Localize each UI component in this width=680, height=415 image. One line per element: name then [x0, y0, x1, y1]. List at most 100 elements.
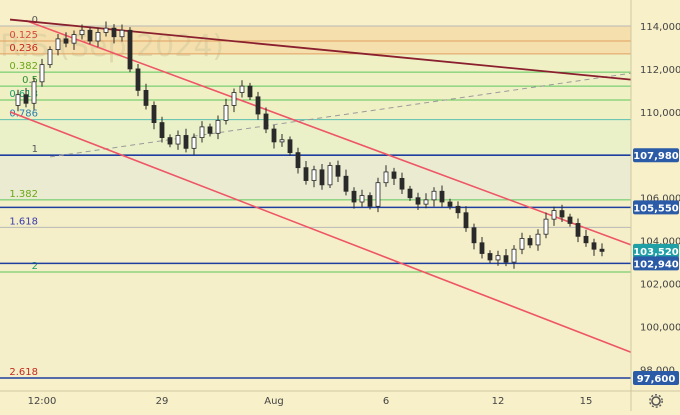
candle-body: [199, 126, 205, 139]
candle-body: [399, 177, 405, 190]
y-tick-label: 114,000: [640, 22, 680, 33]
candle-body: [23, 94, 29, 104]
candle-body: [543, 218, 549, 235]
price-badge-bg: [633, 148, 679, 163]
price-badge: 107,980: [633, 148, 679, 163]
candle-body: [111, 27, 117, 38]
candle-body: [551, 210, 557, 220]
candle-body: [535, 233, 541, 246]
x-tick-label: 12: [492, 396, 505, 407]
candle: [599, 243, 605, 257]
y-tick-label: 102,000: [640, 280, 680, 291]
candle: [223, 98, 229, 125]
candle: [359, 189, 365, 207]
candle-body: [95, 32, 101, 42]
candle-body: [335, 165, 341, 177]
gear-icon[interactable]: [649, 394, 663, 408]
candle: [111, 24, 117, 44]
candle: [271, 124, 277, 149]
candle: [159, 116, 165, 143]
candle-body: [271, 128, 277, 143]
x-tick-label: 15: [580, 396, 593, 407]
price-badge-bg: [633, 371, 679, 385]
candle-body: [183, 135, 189, 149]
candle-body: [167, 137, 173, 145]
candle: [407, 185, 413, 201]
fib-level-label: 1: [32, 144, 38, 155]
gear-teeth: [649, 394, 663, 408]
candle: [71, 30, 77, 50]
candle-body: [207, 126, 213, 134]
candle: [503, 249, 509, 267]
candle: [295, 147, 301, 174]
candle: [303, 161, 309, 185]
price-badge-bg: [633, 256, 679, 271]
candle: [591, 238, 597, 256]
candle: [519, 232, 525, 255]
candle: [327, 162, 333, 189]
x-tick-label: 6: [383, 396, 389, 407]
price-badge-label: 103,520: [633, 247, 679, 258]
candle: [543, 212, 549, 239]
candle-body: [55, 38, 61, 51]
candle-body: [119, 29, 125, 38]
candle-body: [359, 195, 365, 203]
dashed-trend-line[interactable]: [49, 72, 632, 158]
candle-body: [431, 190, 437, 201]
candle: [87, 27, 93, 45]
candle-body: [127, 29, 133, 70]
candle: [247, 82, 253, 101]
candle-body: [71, 34, 77, 44]
candle: [495, 250, 501, 266]
candle: [527, 235, 533, 249]
candle-body: [503, 255, 509, 263]
candle: [127, 27, 133, 73]
candle-body: [519, 238, 525, 250]
candle-body: [319, 169, 325, 186]
candle: [239, 80, 245, 98]
candle-body: [223, 105, 229, 121]
price-badge-label: 107,980: [633, 151, 679, 162]
gear-ring: [651, 396, 661, 406]
candle-body: [591, 242, 597, 250]
candle-body: [383, 171, 389, 184]
candle-body: [279, 139, 285, 143]
candle-body: [31, 81, 37, 104]
candle-body: [471, 227, 477, 244]
candle-body: [215, 120, 221, 134]
candle-body: [239, 85, 245, 93]
candle: [175, 130, 181, 150]
price-badge: 103,520: [633, 243, 679, 258]
candle-body: [255, 96, 261, 115]
fib-level-label: 0.125: [9, 30, 38, 41]
time-axis[interactable]: [0, 391, 631, 411]
candle-body: [15, 94, 21, 106]
candle: [23, 88, 29, 108]
upper-channel-line[interactable]: [25, 19, 632, 246]
candle-body: [303, 167, 309, 181]
candle: [479, 236, 485, 259]
candle: [119, 24, 125, 42]
candle-body: [191, 137, 197, 149]
candle: [423, 193, 429, 209]
price-badge-label: 97,600: [637, 374, 676, 385]
candle-body: [367, 195, 373, 207]
candle: [455, 201, 461, 219]
candle-body: [567, 216, 573, 224]
y-tick-label: 110,000: [640, 108, 680, 119]
candle: [439, 185, 445, 207]
candle: [391, 167, 397, 186]
lower-channel-line[interactable]: [9, 111, 632, 353]
price-badge: 105,550: [633, 200, 679, 215]
candle-body: [143, 89, 149, 106]
candle: [183, 128, 189, 153]
x-tick-label: Aug: [264, 396, 284, 407]
fib-level-label: 0.786: [9, 109, 38, 120]
candle-body: [463, 212, 469, 229]
candle: [287, 136, 293, 156]
candle: [151, 101, 157, 130]
fib-level-label: 0: [32, 15, 38, 26]
fib-level-label: 0.382: [9, 61, 38, 72]
